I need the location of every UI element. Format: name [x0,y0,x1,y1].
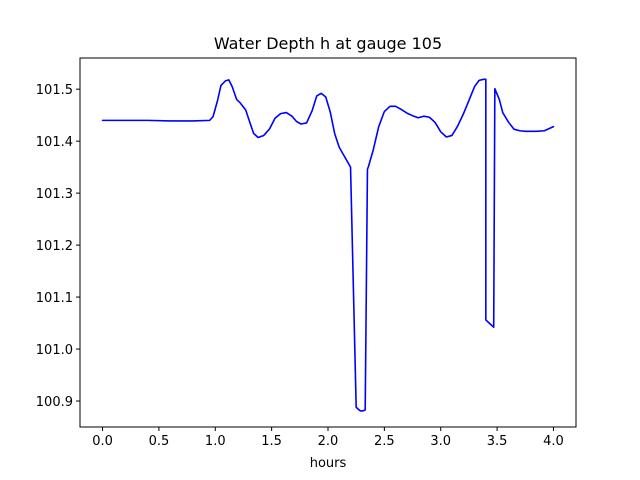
plot-area [80,58,576,427]
series-line [101,78,555,412]
x-axis-label: hours [310,456,347,471]
x-tick-label: 3.5 [487,434,508,449]
y-tick-label: 101.3 [36,187,73,202]
x-tick-label: 4.0 [543,434,564,449]
y-axis: 100.9 101.0 101.1 101.2 101.3 101.4 101.5 [36,83,80,410]
x-axis: 0.0 0.5 1.0 1.5 2.0 2.5 3.0 3.5 4.0 [92,427,564,449]
y-tick-label: 101.1 [36,291,73,306]
y-tick-label: 101.2 [36,239,73,254]
y-tick-label: 101.4 [36,135,73,150]
x-tick-label: 0.0 [92,434,113,449]
x-tick-label: 1.0 [205,434,226,449]
y-tick-label: 101.0 [36,343,73,358]
x-tick-label: 1.5 [261,434,282,449]
y-tick-label: 101.5 [36,83,73,98]
chart-title: Water Depth h at gauge 105 [214,34,442,53]
x-tick-label: 3.0 [430,434,451,449]
x-tick-label: 2.5 [374,434,395,449]
y-tick-label: 100.9 [36,395,73,410]
series-layer [101,78,555,412]
x-tick-label: 2.0 [318,434,339,449]
x-tick-label: 0.5 [149,434,170,449]
